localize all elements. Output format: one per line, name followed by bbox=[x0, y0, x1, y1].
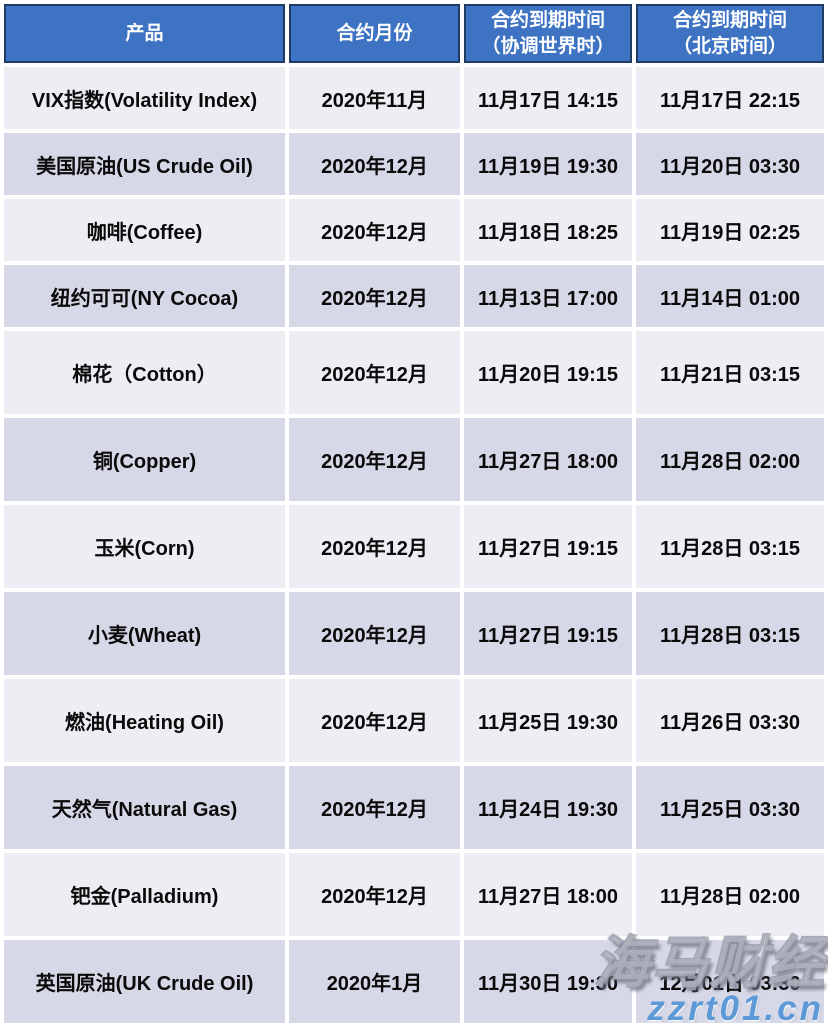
product-cell: 美国原油(US Crude Oil) bbox=[4, 133, 285, 196]
beijing-expiry-cell: 11月20日 03:30 bbox=[636, 133, 824, 196]
beijing-expiry-cell: 11月28日 03:15 bbox=[636, 592, 824, 676]
contract-month-cell: 2020年12月 bbox=[289, 592, 460, 676]
product-cell: 铜(Copper) bbox=[4, 418, 285, 502]
table-row: 棉花（Cotton） 2020年12月 11月20日 19:15 11月21日 … bbox=[4, 331, 824, 415]
col-header-product: 产品 bbox=[4, 4, 285, 64]
table-body: VIX指数(Volatility Index) 2020年11月 11月17日 … bbox=[4, 67, 824, 1024]
table-row: 纽约可可(NY Cocoa) 2020年12月 11月13日 17:00 11月… bbox=[4, 265, 824, 328]
table-row: 燃油(Heating Oil) 2020年12月 11月25日 19:30 11… bbox=[4, 679, 824, 763]
table-row: 咖啡(Coffee) 2020年12月 11月18日 18:25 11月19日 … bbox=[4, 199, 824, 262]
contract-month-cell: 2020年12月 bbox=[289, 766, 460, 850]
col-header-beijing-expiry: 合约到期时间 （北京时间） bbox=[636, 4, 824, 64]
header-label-line1: 合约到期时间 bbox=[490, 10, 605, 31]
beijing-expiry-cell: 11月26日 03:30 bbox=[636, 679, 824, 763]
table-row: 钯金(Palladium) 2020年12月 11月27日 18:00 11月2… bbox=[4, 853, 824, 937]
product-cell: 英国原油(UK Crude Oil) bbox=[4, 940, 285, 1024]
table-row: 美国原油(US Crude Oil) 2020年12月 11月19日 19:30… bbox=[4, 133, 824, 196]
product-cell: 天然气(Natural Gas) bbox=[4, 766, 285, 850]
table-row: VIX指数(Volatility Index) 2020年11月 11月17日 … bbox=[4, 67, 824, 130]
utc-expiry-cell: 11月18日 18:25 bbox=[464, 199, 632, 262]
product-cell: VIX指数(Volatility Index) bbox=[4, 67, 285, 130]
contract-month-cell: 2020年12月 bbox=[289, 331, 460, 415]
contract-month-cell: 2020年12月 bbox=[289, 853, 460, 937]
beijing-expiry-cell: 12月01日 03:30 bbox=[636, 940, 824, 1024]
header-label-line2: （北京时间） bbox=[672, 35, 787, 57]
product-cell: 玉米(Corn) bbox=[4, 505, 285, 589]
contract-month-cell: 2020年1月 bbox=[289, 940, 460, 1024]
table-row: 英国原油(UK Crude Oil) 2020年1月 11月30日 19:30 … bbox=[4, 940, 824, 1024]
utc-expiry-cell: 11月20日 19:15 bbox=[464, 331, 632, 415]
beijing-expiry-cell: 11月25日 03:30 bbox=[636, 766, 824, 850]
product-cell: 燃油(Heating Oil) bbox=[4, 679, 285, 763]
beijing-expiry-cell: 11月14日 01:00 bbox=[636, 265, 824, 328]
beijing-expiry-cell: 11月21日 03:15 bbox=[636, 331, 824, 415]
utc-expiry-cell: 11月24日 19:30 bbox=[464, 766, 632, 850]
header-label: 产品 bbox=[125, 22, 164, 44]
contract-month-cell: 2020年12月 bbox=[289, 679, 460, 763]
table-row: 小麦(Wheat) 2020年12月 11月27日 19:15 11月28日 0… bbox=[4, 592, 824, 676]
beijing-expiry-cell: 11月28日 03:15 bbox=[636, 505, 824, 589]
utc-expiry-cell: 11月17日 14:15 bbox=[464, 67, 632, 130]
contract-month-cell: 2020年12月 bbox=[289, 265, 460, 328]
contract-month-cell: 2020年11月 bbox=[289, 67, 460, 130]
product-cell: 小麦(Wheat) bbox=[4, 592, 285, 676]
table-row: 天然气(Natural Gas) 2020年12月 11月24日 19:30 1… bbox=[4, 766, 824, 850]
contract-month-cell: 2020年12月 bbox=[289, 199, 460, 262]
utc-expiry-cell: 11月27日 18:00 bbox=[464, 853, 632, 937]
col-header-utc-expiry: 合约到期时间 （协调世界时） bbox=[464, 4, 632, 64]
header-label-line2: （协调世界时） bbox=[481, 35, 615, 57]
utc-expiry-cell: 11月27日 19:15 bbox=[464, 592, 632, 676]
header-label-line1: 合约到期时间 bbox=[672, 10, 787, 31]
utc-expiry-cell: 11月27日 18:00 bbox=[464, 418, 632, 502]
table-row: 玉米(Corn) 2020年12月 11月27日 19:15 11月28日 03… bbox=[4, 505, 824, 589]
beijing-expiry-cell: 11月17日 22:15 bbox=[636, 67, 824, 130]
contract-month-cell: 2020年12月 bbox=[289, 418, 460, 502]
product-cell: 棉花（Cotton） bbox=[4, 331, 285, 415]
beijing-expiry-cell: 11月28日 02:00 bbox=[636, 418, 824, 502]
product-cell: 钯金(Palladium) bbox=[4, 853, 285, 937]
beijing-expiry-cell: 11月19日 02:25 bbox=[636, 199, 824, 262]
utc-expiry-cell: 11月27日 19:15 bbox=[464, 505, 632, 589]
utc-expiry-cell: 11月30日 19:30 bbox=[464, 940, 632, 1024]
utc-expiry-cell: 11月13日 17:00 bbox=[464, 265, 632, 328]
utc-expiry-cell: 11月25日 19:30 bbox=[464, 679, 632, 763]
contract-month-cell: 2020年12月 bbox=[289, 505, 460, 589]
product-cell: 纽约可可(NY Cocoa) bbox=[4, 265, 285, 328]
utc-expiry-cell: 11月19日 19:30 bbox=[464, 133, 632, 196]
header-label: 合约月份 bbox=[336, 22, 413, 44]
product-cell: 咖啡(Coffee) bbox=[4, 199, 285, 262]
col-header-month: 合约月份 bbox=[289, 4, 460, 64]
beijing-expiry-cell: 11月28日 02:00 bbox=[636, 853, 824, 937]
table-row: 铜(Copper) 2020年12月 11月27日 18:00 11月28日 0… bbox=[4, 418, 824, 502]
contract-month-cell: 2020年12月 bbox=[289, 133, 460, 196]
header-row: 产品 合约月份 合约到期时间 （协调世界时） 合约到期时间 （北京时间） bbox=[4, 4, 824, 64]
